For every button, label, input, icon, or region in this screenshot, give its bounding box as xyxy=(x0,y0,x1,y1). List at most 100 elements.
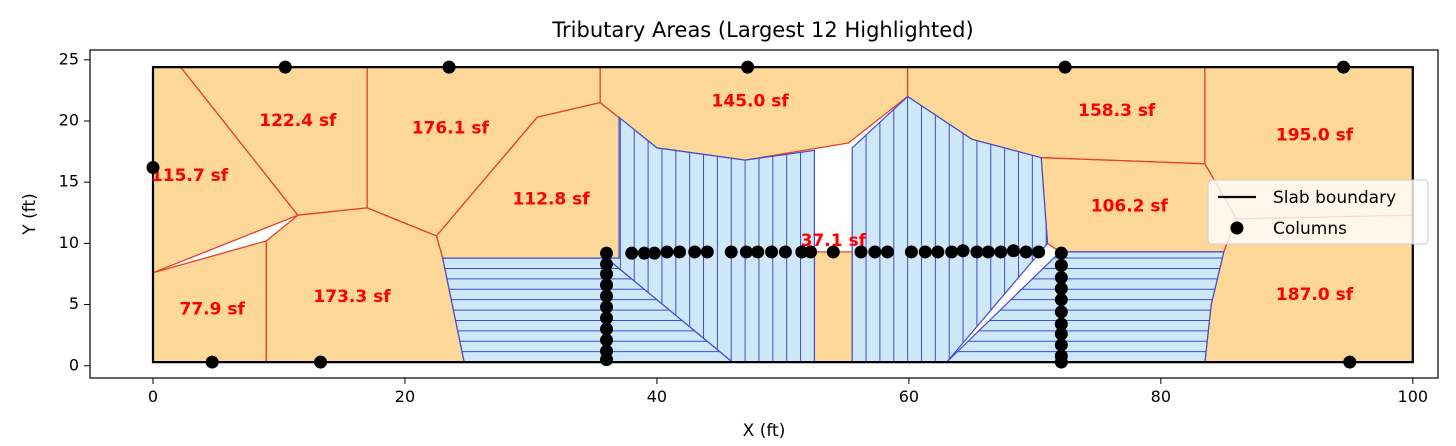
column-marker xyxy=(1054,338,1068,352)
area-label-12: 37.1 sf xyxy=(801,231,867,251)
area-label-1: 115.7 sf xyxy=(151,166,229,186)
y-axis-label: Y (ft) xyxy=(20,193,40,235)
x-axis-ticks: 0 20 40 60 80 100 xyxy=(148,378,1428,406)
column-marker xyxy=(637,246,651,260)
column-marker xyxy=(673,245,687,259)
column-marker xyxy=(647,246,661,260)
y-tick-label: 10 xyxy=(59,233,79,252)
column-marker xyxy=(956,244,970,258)
column-marker xyxy=(765,245,779,259)
chart-title: Tributary Areas (Largest 12 Highlighted) xyxy=(551,18,973,42)
legend-box xyxy=(1207,179,1429,245)
plot-frame xyxy=(89,49,1439,379)
column-marker xyxy=(945,245,959,259)
other-areas xyxy=(441,95,1225,363)
column-marker xyxy=(994,245,1008,259)
area-label-3: 176.1 sf xyxy=(412,118,490,138)
column-marker xyxy=(1032,245,1046,259)
area-label-5: 77.9 sf xyxy=(180,299,246,319)
area-label-9: 195.0 sf xyxy=(1276,126,1354,146)
x-tick-label: 60 xyxy=(899,387,919,406)
x-tick-label: 40 xyxy=(647,387,667,406)
x-axis-label: X (ft) xyxy=(743,421,786,441)
column-marker xyxy=(826,245,840,259)
y-tick-label: 5 xyxy=(69,294,79,313)
legend-label-slab-boundary: Slab boundary xyxy=(1273,188,1396,208)
column-marker xyxy=(205,355,219,369)
tributary-region-6 xyxy=(1059,251,1225,363)
area-labels: 115.7 sf 122.4 sf 176.1 sf 112.8 sf 77.9 sf 1… xyxy=(151,91,1354,319)
column-marker xyxy=(741,60,755,74)
column-marker xyxy=(146,160,160,174)
y-tick-label: 25 xyxy=(59,49,79,68)
column-marker xyxy=(1054,271,1068,285)
column-marker xyxy=(600,322,614,336)
legend-label-columns: Columns xyxy=(1273,219,1347,239)
x-tick-label: 100 xyxy=(1398,387,1429,406)
area-label-2: 122.4 sf xyxy=(259,111,337,131)
column-marker xyxy=(1054,327,1068,341)
column-marker xyxy=(778,245,792,259)
column-marker xyxy=(1343,355,1357,369)
column-marker xyxy=(442,60,456,74)
region-fill xyxy=(1060,251,1224,363)
column-marker xyxy=(625,246,639,260)
column-marker xyxy=(981,245,995,259)
column-marker xyxy=(1006,244,1020,258)
legend: Slab boundary Columns xyxy=(1207,179,1429,245)
column-marker xyxy=(1054,282,1068,296)
y-tick-label: 0 xyxy=(69,355,79,374)
column-marker xyxy=(688,245,702,259)
column-marker xyxy=(600,257,614,271)
region-hatching xyxy=(1060,257,1224,353)
column-marker xyxy=(1019,245,1033,259)
column-marker xyxy=(600,246,614,260)
y-axis-ticks: 0 5 10 15 20 25 xyxy=(59,49,90,374)
column-marker xyxy=(600,289,614,303)
column-marker xyxy=(660,245,674,259)
column-marker xyxy=(739,245,753,259)
column-marker xyxy=(1054,317,1068,331)
area-label-7: 145.0 sf xyxy=(712,91,790,111)
column-marker xyxy=(600,300,614,314)
column-marker xyxy=(970,245,984,259)
column-marker xyxy=(600,333,614,347)
column-marker xyxy=(278,60,292,74)
area-label-6: 173.3 sf xyxy=(313,287,391,307)
columns xyxy=(146,60,1357,369)
column-marker xyxy=(600,353,614,367)
column-marker xyxy=(700,245,714,259)
column-marker xyxy=(600,267,614,281)
highlighted-area-12 xyxy=(813,251,853,363)
column-marker xyxy=(600,311,614,325)
area-label-8: 158.3 sf xyxy=(1078,101,1156,121)
column-marker xyxy=(868,245,882,259)
column-marker xyxy=(314,355,328,369)
area-label-10: 106.2 sf xyxy=(1091,197,1169,217)
column-marker xyxy=(1054,305,1068,319)
tributary-region-3 xyxy=(604,116,816,363)
y-tick-label: 15 xyxy=(59,172,79,191)
legend-dot-marker xyxy=(1230,221,1244,235)
column-marker xyxy=(804,245,818,259)
column-marker xyxy=(880,245,894,259)
y-tick-label: 20 xyxy=(59,110,79,129)
column-marker xyxy=(1058,60,1072,74)
plot-area: 115.7 sf 122.4 sf 176.1 sf 112.8 sf 77.9 sf 1… xyxy=(146,60,1414,369)
column-marker xyxy=(751,245,765,259)
region-hatching xyxy=(442,258,607,353)
x-tick-label: 20 xyxy=(395,387,415,406)
x-tick-label: 0 xyxy=(148,387,158,406)
column-marker xyxy=(600,278,614,292)
column-marker xyxy=(1054,258,1068,272)
column-marker xyxy=(724,245,738,259)
tributary-region-1 xyxy=(441,257,608,363)
column-marker xyxy=(1054,246,1068,260)
column-marker xyxy=(904,245,918,259)
area-label-11: 187.0 sf xyxy=(1276,285,1354,305)
area-label-4: 112.8 sf xyxy=(512,189,590,209)
column-marker xyxy=(918,245,932,259)
column-marker xyxy=(1337,60,1351,74)
column-marker xyxy=(1054,293,1068,307)
